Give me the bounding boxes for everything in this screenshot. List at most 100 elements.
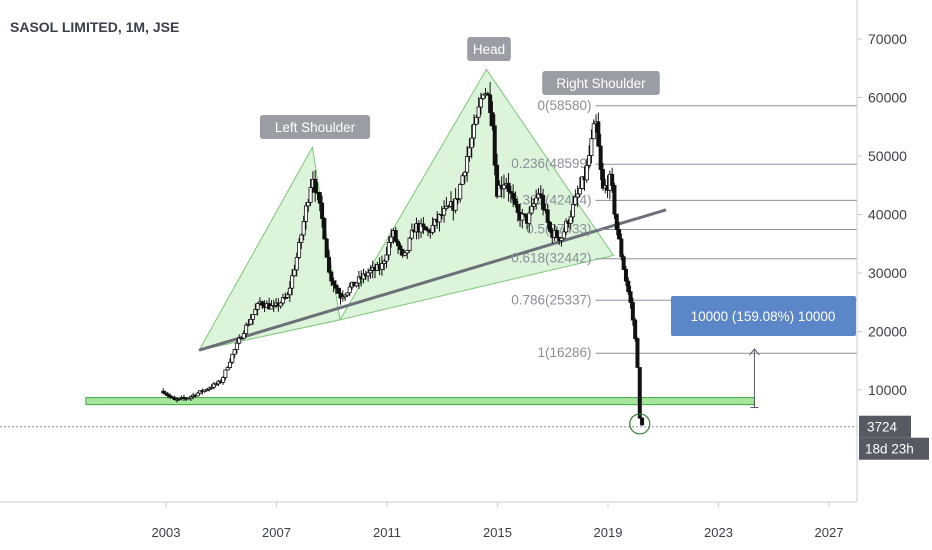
candle-body (419, 223, 424, 233)
candle-body (488, 94, 493, 113)
candle (596, 112, 601, 147)
candle-body (294, 257, 299, 271)
candle (165, 391, 170, 399)
candle-body (290, 275, 295, 289)
candle-body (476, 106, 481, 118)
candle (248, 314, 253, 325)
candle-body (619, 238, 624, 258)
y-tick-label: 30000 (868, 265, 907, 281)
candle-body (340, 296, 345, 299)
candle-body (303, 205, 308, 222)
candle-body (635, 338, 640, 368)
candle-body (251, 314, 256, 320)
measure-arrow-head (749, 348, 760, 356)
candle-body (460, 175, 465, 185)
candle-body (633, 319, 638, 339)
candle (472, 114, 477, 147)
candle (506, 172, 511, 202)
candle-body (628, 291, 633, 303)
candle (630, 297, 635, 326)
candle (430, 217, 435, 235)
candle (628, 285, 633, 309)
candle (172, 395, 177, 401)
candle (308, 179, 313, 206)
candle-body (485, 93, 490, 96)
left-shoulder-label: Left Shoulder (259, 115, 371, 139)
candle-body (589, 138, 594, 156)
candle-body (630, 302, 635, 321)
candle (329, 270, 334, 287)
candle (223, 369, 228, 381)
candle (306, 198, 311, 213)
candle-body (577, 187, 582, 195)
candle (366, 268, 371, 282)
candle (405, 250, 410, 260)
candle (469, 124, 474, 159)
candle-body (165, 393, 170, 397)
candle (623, 266, 628, 286)
candle-body (366, 272, 371, 277)
candle-body (322, 218, 327, 240)
candle (260, 300, 265, 309)
fib-label: 0(58580) (538, 98, 592, 113)
neckline-trendline (198, 208, 667, 352)
candle-body (462, 171, 467, 177)
candle-body (170, 396, 175, 399)
candle (442, 200, 447, 223)
candle-body (453, 198, 458, 211)
candle-body (545, 209, 550, 223)
candle (356, 270, 361, 289)
candle (347, 283, 352, 297)
candle-body (469, 137, 474, 149)
candle (368, 265, 373, 279)
candle (294, 252, 299, 277)
candle (617, 221, 622, 240)
candle (239, 336, 244, 340)
candle (568, 210, 573, 230)
candle-body (269, 305, 274, 310)
candle-body (241, 333, 246, 339)
candle (423, 225, 428, 231)
candle-body (497, 184, 502, 197)
candle (195, 391, 200, 397)
candle-body (255, 303, 260, 310)
candle (467, 138, 472, 162)
x-tick-label: 2015 (483, 525, 512, 540)
candle-body (400, 249, 405, 256)
candle (299, 233, 304, 249)
y-tick-label: 50000 (868, 148, 907, 164)
candle-body (637, 367, 642, 419)
candle-body (598, 145, 603, 170)
candle-body (301, 221, 306, 236)
candle-body (163, 392, 168, 395)
candle-body (531, 203, 536, 207)
candle (345, 292, 350, 298)
candle-body (172, 397, 177, 401)
candle (214, 382, 219, 387)
fib-label: 0.236(48599) (511, 156, 591, 171)
candle-body (554, 230, 559, 238)
candle (462, 171, 467, 184)
candle (573, 189, 578, 206)
candle (303, 202, 308, 230)
candle-body (559, 237, 564, 241)
candle (577, 177, 582, 198)
candle-body (253, 309, 258, 315)
candle (280, 293, 285, 306)
candle-body (458, 184, 463, 200)
left-shoulder-triangle (198, 145, 341, 351)
candle (476, 97, 481, 124)
candle (495, 153, 500, 199)
candle (283, 292, 288, 300)
candle-body (361, 273, 366, 280)
candle-body (623, 269, 628, 282)
candle-body (465, 156, 470, 173)
candle-body (568, 216, 573, 224)
x-tick-label: 2023 (704, 525, 733, 540)
candle-body (407, 237, 412, 252)
x-tick-label: 2007 (262, 525, 291, 540)
candle (244, 322, 249, 338)
candle (331, 277, 336, 293)
axes-layer: 10000 20000 30000 40000 50000 60000 70000 2003 2… (0, 0, 907, 540)
